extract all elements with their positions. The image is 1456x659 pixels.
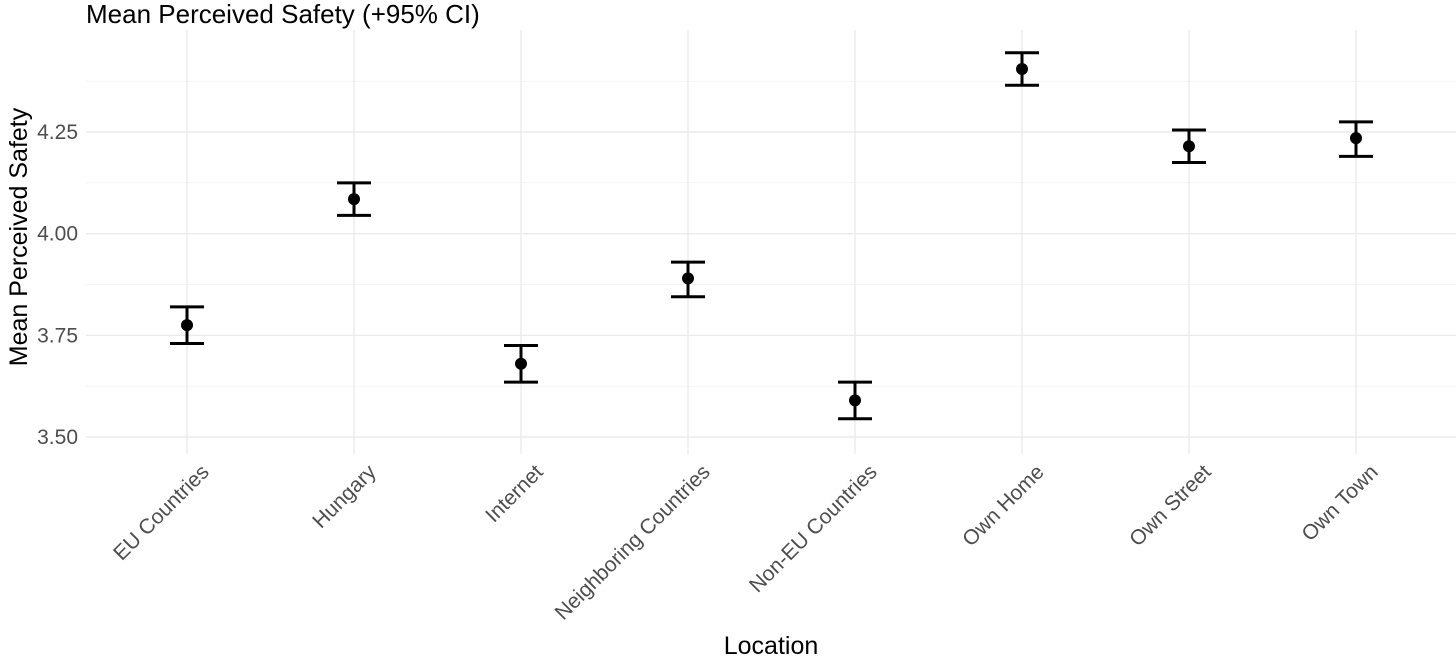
chart-title: Mean Perceived Safety (+95% CI) bbox=[86, 0, 480, 29]
mean-point bbox=[1016, 62, 1028, 75]
x-axis-tick-labels: EU Countries Hungary Internet Neighboring C… bbox=[109, 460, 1383, 624]
x-tick-label: Non-EU Countries bbox=[745, 460, 882, 597]
mean-point bbox=[1350, 132, 1362, 145]
mean-point bbox=[849, 394, 861, 407]
mean-point bbox=[682, 272, 694, 285]
x-tick-label: Own Town bbox=[1297, 460, 1382, 545]
x-tick-label: Own Home bbox=[958, 460, 1049, 551]
data-point-group bbox=[671, 260, 705, 299]
y-axis-title: Mean Perceived Safety bbox=[5, 107, 33, 366]
mean-point bbox=[515, 357, 527, 370]
data-point-group bbox=[838, 380, 872, 421]
data-point-group bbox=[1172, 128, 1206, 164]
data-point-group bbox=[504, 343, 538, 384]
y-tick-label: 4.25 bbox=[37, 121, 78, 144]
grid-layer bbox=[86, 30, 1456, 454]
data-point-group bbox=[1005, 51, 1039, 87]
data-point-group bbox=[337, 181, 371, 217]
mean-point bbox=[348, 193, 360, 206]
mean-point bbox=[181, 319, 193, 332]
y-axis-tick-labels: 3.50 3.75 4.00 4.25 bbox=[37, 121, 78, 449]
x-tick-label: Hungary bbox=[308, 460, 381, 533]
data-point-group bbox=[170, 305, 204, 345]
plot-marks bbox=[170, 51, 1373, 421]
x-tick-label: Own Street bbox=[1125, 460, 1216, 551]
y-tick-label: 3.75 bbox=[37, 324, 78, 347]
x-axis-title: Location bbox=[724, 632, 819, 659]
x-tick-label: Internet bbox=[481, 460, 548, 527]
y-tick-label: 4.00 bbox=[37, 223, 78, 246]
y-tick-label: 3.50 bbox=[37, 426, 78, 449]
x-tick-label: EU Countries bbox=[109, 460, 214, 565]
mean-point bbox=[1183, 140, 1195, 153]
data-point-group bbox=[1339, 120, 1373, 158]
x-tick-label: Neighboring Countries bbox=[551, 460, 715, 624]
